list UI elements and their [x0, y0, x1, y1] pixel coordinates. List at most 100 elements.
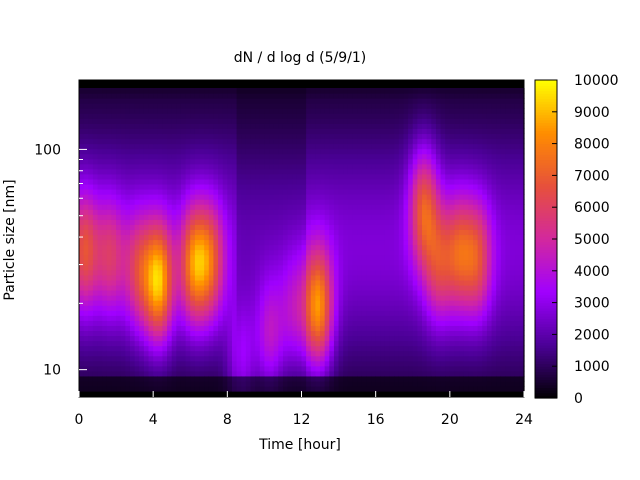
heatmap-cell	[463, 370, 469, 377]
heatmap-cell	[269, 183, 275, 190]
heatmap-cell	[176, 148, 182, 155]
heatmap-cell	[190, 123, 196, 129]
heatmap-cell	[157, 355, 164, 362]
heatmap-cell	[139, 305, 145, 311]
heatmap-cell	[143, 340, 150, 347]
heatmap-cell	[449, 178, 456, 185]
heatmap-cell	[435, 224, 442, 230]
heatmap-cell	[338, 274, 344, 281]
heatmap-cell	[116, 158, 122, 165]
heatmap-cell	[366, 259, 372, 266]
heatmap-cell	[389, 239, 395, 246]
heatmap-cell	[394, 189, 400, 195]
heatmap-cell	[134, 138, 140, 145]
heatmap-cell	[422, 234, 428, 241]
heatmap-cell	[129, 315, 136, 321]
heatmap-cell	[194, 244, 201, 251]
heatmap-cell	[320, 290, 326, 296]
heatmap-cell	[333, 290, 340, 296]
heatmap-cell	[92, 98, 99, 104]
heatmap-cell	[366, 88, 372, 94]
heatmap-cell	[245, 133, 252, 140]
heatmap-cell	[213, 194, 219, 200]
heatmap-cell	[361, 274, 367, 281]
heatmap-cell	[148, 284, 154, 291]
heatmap-cell	[324, 183, 330, 190]
heatmap-cell	[398, 178, 405, 185]
heatmap-cell	[102, 98, 108, 104]
heatmap-cell	[315, 310, 321, 316]
heatmap-cell	[459, 133, 465, 140]
heatmap-cell	[412, 123, 418, 129]
heatmap-cell	[347, 315, 354, 321]
heatmap-cell	[398, 279, 405, 286]
heatmap-cell	[454, 108, 460, 114]
heatmap-cell	[422, 173, 428, 180]
heatmap-cell	[125, 244, 131, 251]
heatmap-cell	[426, 259, 432, 266]
heatmap-cell	[454, 305, 460, 311]
heatmap-cell	[445, 168, 451, 175]
heatmap-cell	[459, 365, 465, 372]
heatmap-cell	[445, 370, 451, 377]
heatmap-cell	[324, 279, 330, 286]
heatmap-cell	[218, 219, 224, 225]
heatmap-cell	[459, 279, 465, 286]
heatmap-cell	[445, 380, 451, 387]
heatmap-cell	[338, 178, 344, 185]
heatmap-cell	[269, 335, 275, 342]
heatmap-cell	[343, 350, 349, 357]
heatmap-cell	[278, 128, 284, 135]
heatmap-cell	[125, 113, 131, 119]
heatmap-cell	[398, 295, 405, 301]
heatmap-cell	[449, 133, 456, 140]
heatmap-cell	[250, 113, 256, 119]
heatmap-cell	[83, 199, 89, 205]
heatmap-cell	[329, 183, 335, 190]
heatmap-cell	[333, 224, 340, 230]
heatmap-cell	[255, 118, 261, 124]
heatmap-cell	[445, 355, 451, 362]
heatmap-cell	[190, 305, 196, 311]
heatmap-cell	[88, 88, 94, 94]
heatmap-cell	[352, 123, 358, 129]
heatmap-cell	[380, 350, 386, 357]
heatmap-cell	[408, 153, 414, 160]
heatmap-cell	[375, 229, 381, 236]
heatmap-cell	[343, 163, 349, 170]
heatmap-cell	[255, 183, 261, 190]
heatmap-cell	[97, 355, 103, 362]
heatmap-cell	[227, 290, 233, 296]
heatmap-cell	[106, 340, 113, 347]
heatmap-cell	[361, 153, 367, 160]
heatmap-cell	[153, 295, 159, 301]
heatmap-cell	[208, 98, 215, 104]
heatmap-cell	[273, 214, 279, 220]
heatmap-cell	[208, 88, 215, 94]
heatmap-cell	[79, 88, 85, 94]
heatmap-cell	[106, 103, 113, 109]
heatmap-cell	[231, 219, 238, 225]
heatmap-cell	[403, 380, 409, 387]
heatmap-cell	[389, 183, 395, 190]
heatmap-cell	[320, 138, 326, 145]
heatmap-cell	[241, 350, 247, 357]
heatmap-cell	[315, 385, 321, 392]
heatmap-cell	[83, 310, 89, 316]
heatmap-cell	[366, 173, 372, 180]
heatmap-cell	[148, 143, 154, 150]
heatmap-cell	[180, 254, 187, 261]
heatmap-cell	[301, 183, 307, 190]
heatmap-cell	[148, 290, 154, 296]
heatmap-cell	[338, 93, 344, 99]
heatmap-cell	[97, 128, 103, 135]
heatmap-cell	[79, 325, 85, 331]
heatmap-cell	[157, 279, 164, 286]
heatmap-cell	[273, 204, 279, 210]
heatmap-cell	[120, 244, 126, 251]
heatmap-cell	[236, 158, 242, 165]
heatmap-cell	[269, 325, 275, 331]
heatmap-cell	[384, 310, 391, 316]
heatmap-cell	[422, 305, 428, 311]
heatmap-cell	[185, 305, 191, 311]
